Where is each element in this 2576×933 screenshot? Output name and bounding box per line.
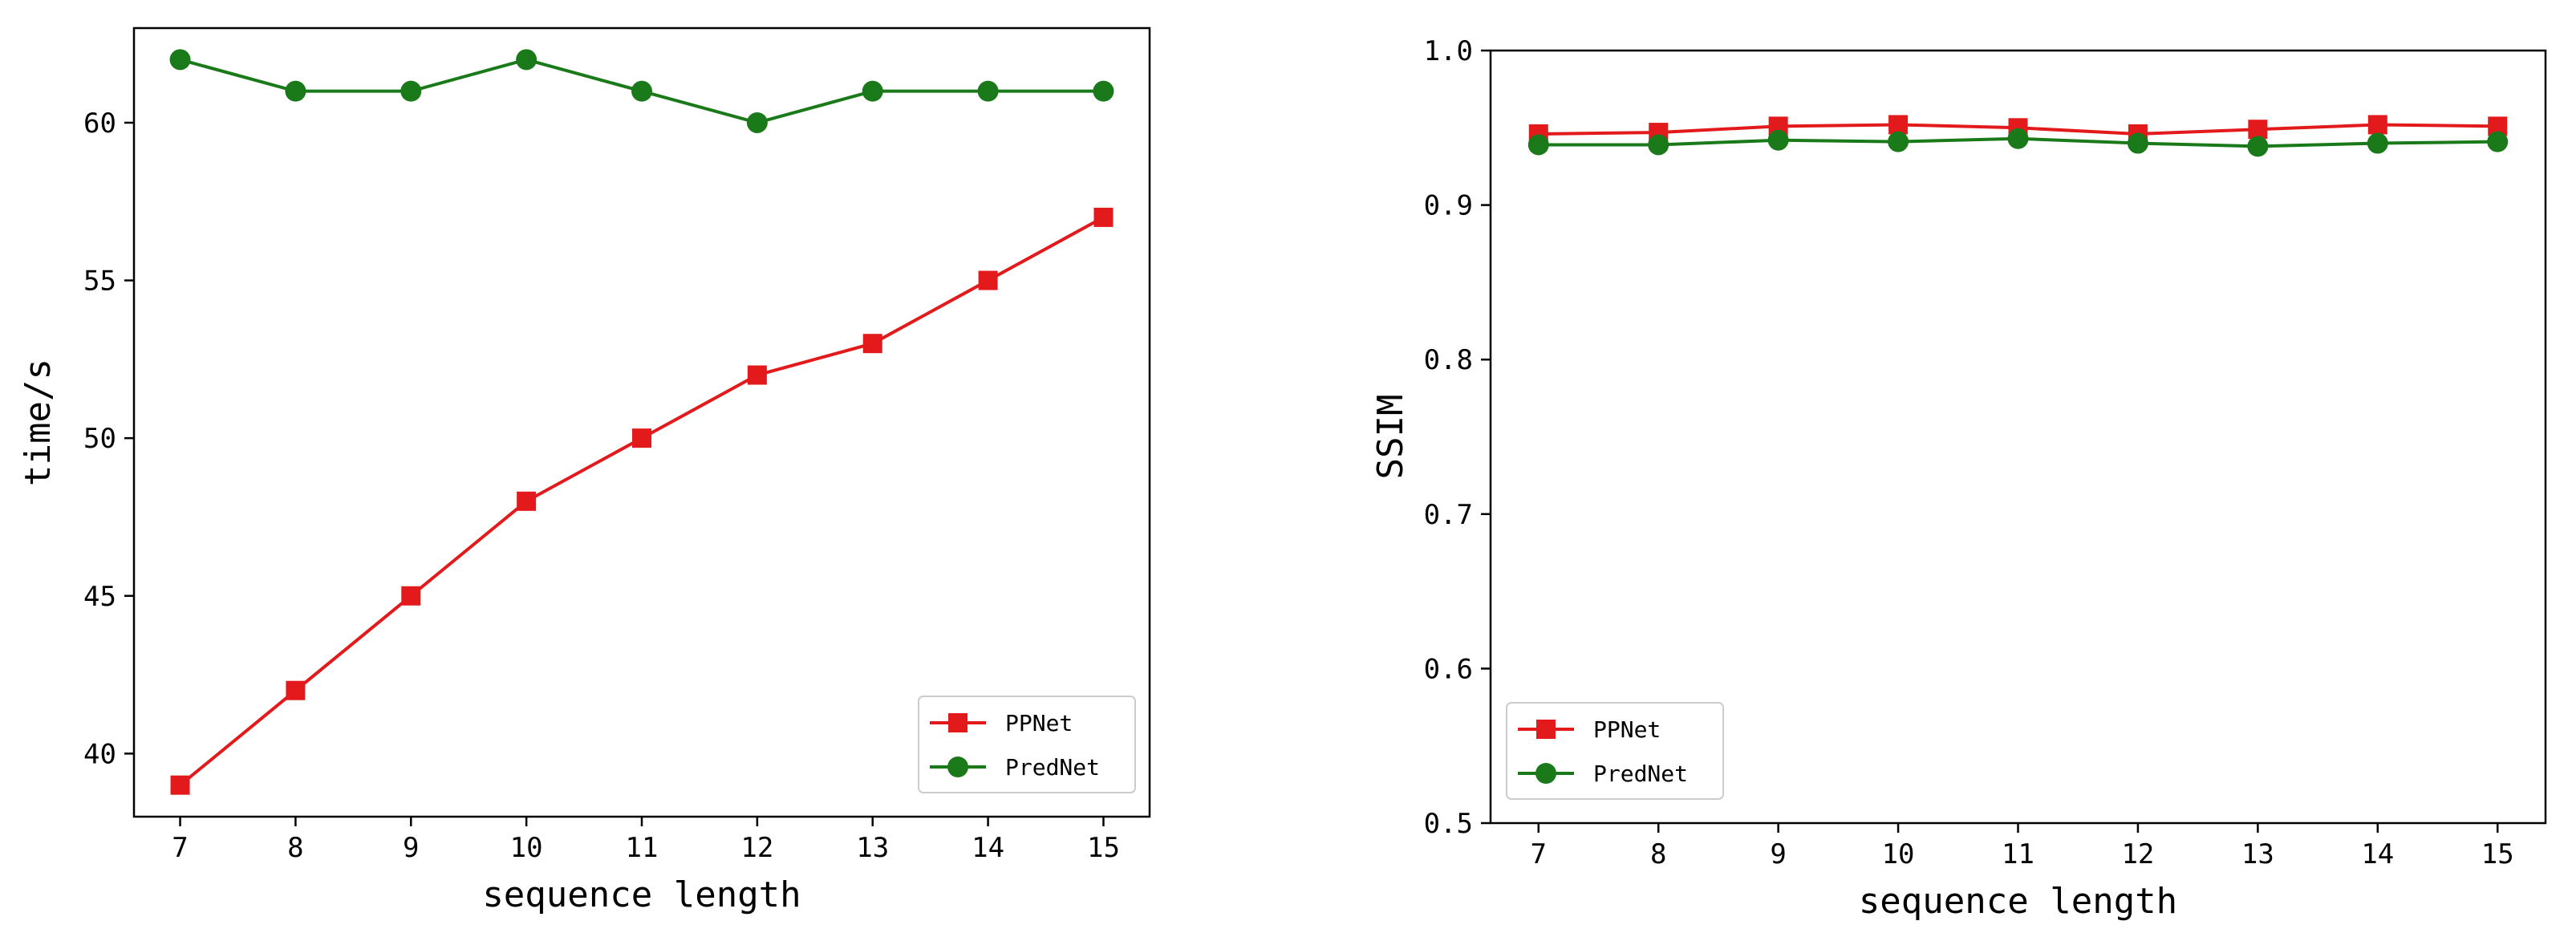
x-tick-label: 15 bbox=[1087, 832, 1120, 864]
data-point-ppnet bbox=[2248, 120, 2268, 140]
y-tick-label: 1.0 bbox=[1424, 35, 1473, 67]
data-point-ppnet bbox=[517, 491, 537, 511]
x-axis-label: sequence length bbox=[482, 874, 801, 915]
y-tick-label: 50 bbox=[83, 423, 116, 455]
y-axis-label: time/s bbox=[18, 359, 59, 486]
x-tick-label: 9 bbox=[1770, 838, 1786, 870]
legend-label-ppnet: PPNet bbox=[1593, 716, 1661, 743]
legend: PPNet PredNet bbox=[1506, 702, 1724, 800]
data-point-ppnet bbox=[2367, 115, 2387, 135]
data-point-prednet bbox=[977, 80, 999, 102]
x-tick-label: 11 bbox=[2002, 838, 2034, 870]
data-point-ppnet bbox=[286, 680, 306, 700]
data-point-prednet bbox=[169, 49, 191, 71]
y-tick-label: 40 bbox=[83, 738, 116, 770]
legend-marker-prednet bbox=[947, 757, 968, 777]
legend-marker-ppnet bbox=[1536, 720, 1556, 739]
x-tick-label: 12 bbox=[2121, 838, 2154, 870]
x-tick-label: 13 bbox=[856, 832, 889, 864]
legend-marker-ppnet bbox=[948, 713, 968, 732]
x-tick-label: 12 bbox=[740, 832, 773, 864]
data-point-ppnet bbox=[1888, 115, 1909, 135]
x-tick-label: 10 bbox=[1882, 838, 1915, 870]
legend-label-ppnet: PPNet bbox=[1005, 710, 1073, 736]
x-tick-label: 14 bbox=[972, 832, 1004, 864]
data-point-ppnet bbox=[978, 270, 998, 290]
x-tick-label: 8 bbox=[287, 832, 303, 864]
data-point-prednet bbox=[2127, 132, 2148, 154]
x-tick-label: 10 bbox=[510, 832, 543, 864]
data-point-prednet bbox=[1888, 131, 1909, 152]
data-point-prednet bbox=[285, 80, 306, 102]
legend-label-prednet: PredNet bbox=[1593, 761, 1688, 787]
chart-2: 7 8 9 10 11 12 13 14 15 0.5 0.6 0.7 0.8 0.9 1.0 sequenc… bbox=[1370, 35, 2547, 922]
x-tick-label: 9 bbox=[403, 832, 419, 864]
data-point-ppnet bbox=[747, 365, 767, 385]
y-tick-label: 55 bbox=[83, 266, 116, 298]
y-tick-label: 0.5 bbox=[1424, 808, 1473, 840]
data-point-ppnet bbox=[632, 428, 651, 448]
data-point-prednet bbox=[631, 80, 652, 102]
data-point-ppnet bbox=[401, 586, 421, 606]
data-point-prednet bbox=[1527, 134, 1549, 156]
data-point-prednet bbox=[2487, 131, 2509, 152]
data-point-prednet bbox=[1648, 134, 1669, 156]
legend: PPNet PredNet bbox=[918, 696, 1136, 793]
data-point-ppnet bbox=[170, 775, 190, 795]
data-point-prednet bbox=[2007, 128, 2029, 149]
data-point-ppnet bbox=[1093, 207, 1114, 227]
data-point-prednet bbox=[1767, 129, 1789, 151]
y-tick-label: 45 bbox=[83, 581, 116, 613]
data-point-prednet bbox=[2367, 132, 2388, 154]
x-tick-label: 13 bbox=[2241, 838, 2274, 870]
y-tick-label: 0.7 bbox=[1424, 499, 1473, 531]
x-tick-label: 11 bbox=[626, 832, 659, 864]
y-axis-label: SSIM bbox=[1370, 395, 1411, 480]
x-tick-label: 7 bbox=[1531, 838, 1547, 870]
x-axis-label: sequence length bbox=[1859, 881, 2177, 922]
data-point-prednet bbox=[862, 80, 883, 102]
y-tick-label: 60 bbox=[83, 107, 116, 140]
y-tick-label: 0.8 bbox=[1424, 344, 1473, 376]
data-point-prednet bbox=[516, 49, 538, 71]
data-point-prednet bbox=[400, 80, 422, 102]
data-point-prednet bbox=[2247, 136, 2269, 157]
legend-label-prednet: PredNet bbox=[1005, 754, 1100, 781]
x-tick-label: 7 bbox=[172, 832, 188, 864]
x-tick-label: 15 bbox=[2481, 838, 2514, 870]
y-tick-label: 0.6 bbox=[1424, 653, 1473, 685]
data-point-prednet bbox=[746, 112, 768, 133]
data-point-prednet bbox=[1093, 80, 1114, 102]
y-tick-label: 0.9 bbox=[1424, 190, 1473, 222]
x-tick-label: 8 bbox=[1650, 838, 1666, 870]
legend-marker-prednet bbox=[1535, 763, 1556, 784]
x-tick-label: 14 bbox=[2361, 838, 2394, 870]
chart-1: 7 8 9 10 11 12 13 14 15 40 45 50 55 60 sequence length… bbox=[18, 26, 1151, 915]
data-point-ppnet bbox=[862, 334, 882, 354]
